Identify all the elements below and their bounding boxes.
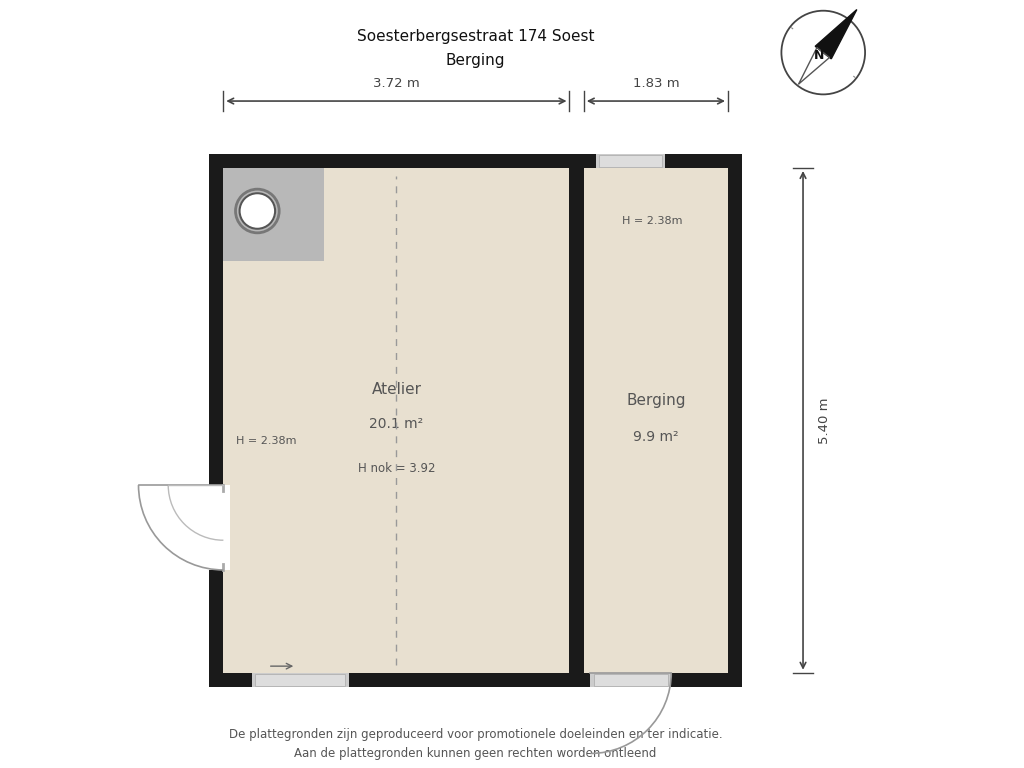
- Bar: [252, 673, 349, 687]
- Text: Berging: Berging: [626, 392, 686, 408]
- Bar: [599, 155, 662, 167]
- Bar: [596, 154, 665, 168]
- Polygon shape: [815, 9, 857, 59]
- Circle shape: [240, 194, 275, 229]
- Text: Berging: Berging: [445, 53, 506, 68]
- Bar: [569, 168, 584, 673]
- Text: 9.9 m²: 9.9 m²: [633, 429, 679, 444]
- Text: 1.83 m: 1.83 m: [633, 77, 679, 90]
- Text: Aan de plattegronden kunnen geen rechten worden ontleend: Aan de plattegronden kunnen geen rechten…: [295, 747, 656, 760]
- Text: H = 2.38m: H = 2.38m: [622, 216, 682, 226]
- Text: Atelier: Atelier: [372, 382, 422, 397]
- Text: 20.1 m²: 20.1 m²: [370, 418, 424, 432]
- Bar: [255, 674, 345, 686]
- Text: N: N: [814, 49, 824, 62]
- Bar: [223, 168, 325, 261]
- Bar: [594, 674, 668, 686]
- Text: 5.40 m: 5.40 m: [817, 397, 830, 444]
- Text: De plattegronden zijn geproduceerd voor promotionele doeleinden en ter indicatie: De plattegronden zijn geproduceerd voor …: [228, 727, 723, 740]
- Circle shape: [785, 15, 861, 91]
- Text: Soesterbergsestraat 174 Soest: Soesterbergsestraat 174 Soest: [357, 29, 594, 44]
- Text: H = 2.38m: H = 2.38m: [236, 435, 296, 445]
- Bar: [223, 168, 728, 673]
- Text: H nok = 3.92: H nok = 3.92: [357, 462, 435, 475]
- Bar: [209, 154, 742, 687]
- Bar: [207, 485, 229, 570]
- Bar: [591, 673, 672, 687]
- Text: 3.72 m: 3.72 m: [373, 77, 420, 90]
